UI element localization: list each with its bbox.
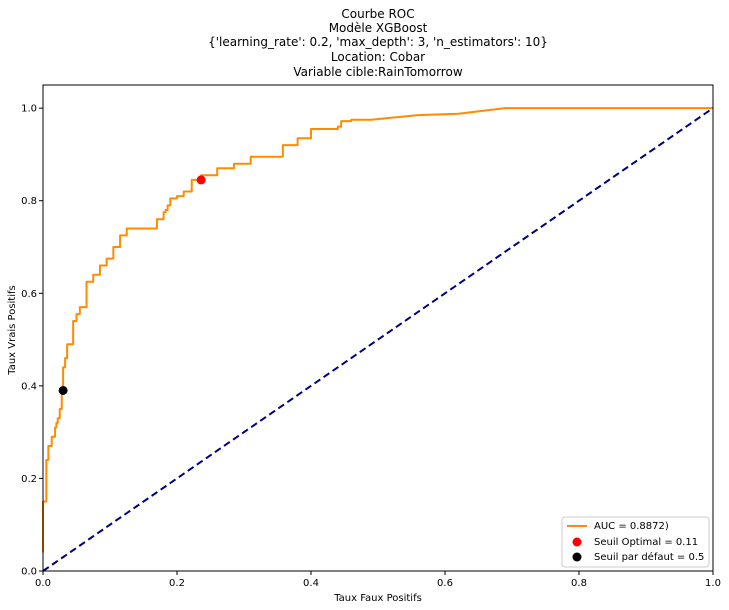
title-line-5: Variable cible:RainTomorrow	[293, 65, 462, 79]
y-axis-ticks: 0.0 0.2 0.4 0.6 0.8 1.0	[21, 104, 43, 578]
x-tick-label: 0.8	[571, 578, 587, 589]
roc-curve-line	[42, 107, 713, 553]
x-tick-label: 0.4	[303, 578, 319, 589]
legend: AUC = 0.8872) Seuil Optimal = 0.11 Seuil…	[561, 516, 710, 568]
y-tick-label: 0.6	[21, 289, 37, 300]
y-tick-label: 0.2	[21, 474, 37, 485]
plot-area	[42, 84, 714, 572]
diagonal-reference-line	[42, 107, 714, 572]
x-tick-label: 1.0	[705, 578, 721, 589]
title-line-3: {'learning_rate': 0.2, 'max_depth': 3, '…	[208, 35, 548, 49]
optimal-threshold-point	[196, 175, 206, 185]
y-tick-label: 0.8	[21, 196, 37, 207]
y-tick-label: 0.0	[21, 567, 37, 578]
title-line-2: Modèle XGBoost	[329, 21, 428, 35]
y-axis-label: Taux Vrais Positifs	[7, 285, 18, 375]
legend-label-default: Seuil par défaut = 0.5	[594, 551, 704, 563]
y-tick-label: 1.0	[21, 104, 37, 115]
plot-background	[43, 85, 713, 571]
plot-frame	[42, 84, 714, 572]
y-tick-label: 0.4	[21, 381, 37, 392]
chart-title: Courbe ROC Modèle XGBoost {'learning_rat…	[208, 7, 548, 79]
x-tick-label: 0.6	[437, 578, 453, 589]
default-threshold-point	[58, 385, 68, 395]
legend-label-optimal: Seuil Optimal = 0.11	[594, 537, 698, 548]
legend-marker-default	[572, 552, 582, 562]
x-axis-label: Taux Faux Positifs	[333, 593, 422, 604]
legend-box	[561, 516, 710, 568]
legend-marker-optimal	[572, 537, 582, 547]
x-tick-label: 0.0	[35, 578, 51, 589]
x-tick-label: 0.2	[169, 578, 185, 589]
x-axis-ticks: 0.0 0.2 0.4 0.6 0.8 1.0	[35, 571, 721, 589]
title-line-4: Location: Cobar	[331, 50, 425, 64]
title-line-1: Courbe ROC	[341, 7, 414, 21]
legend-label-auc: AUC = 0.8872)	[594, 521, 669, 532]
